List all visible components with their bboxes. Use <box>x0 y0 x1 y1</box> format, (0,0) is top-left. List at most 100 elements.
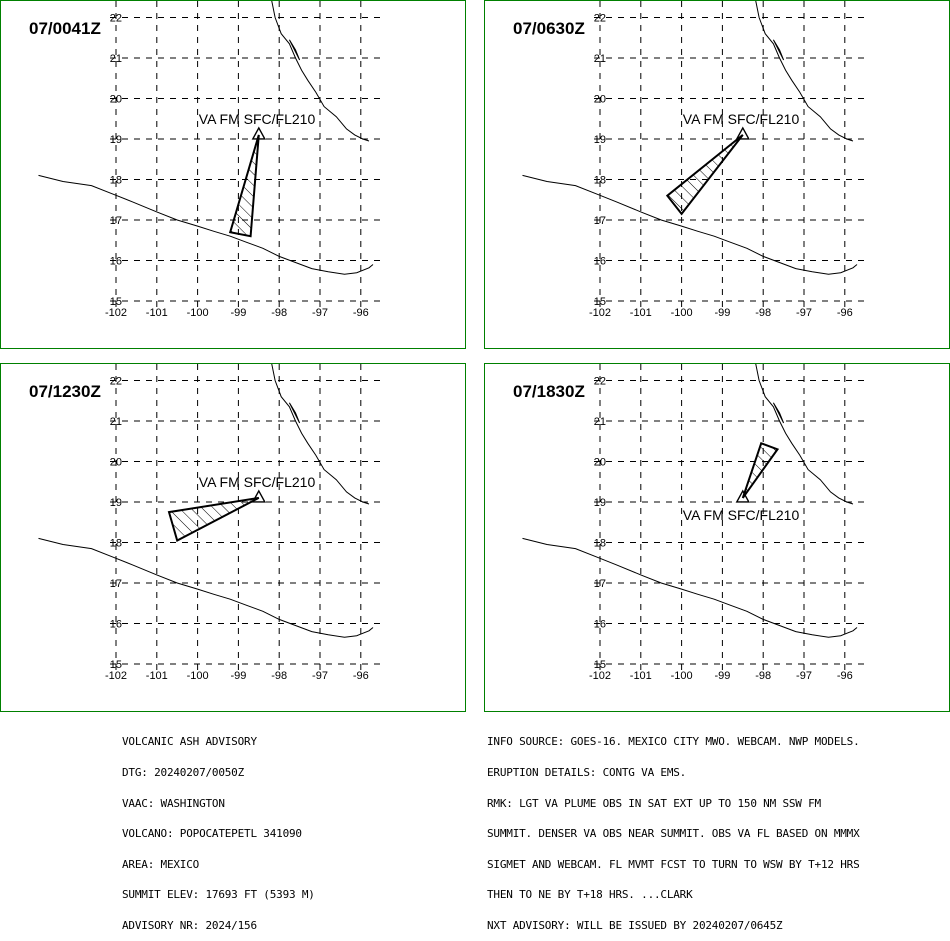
lon-tick-label: -100 <box>671 670 693 682</box>
advisory-line: SUMMIT ELEV: 17693 FT (5393 M) <box>122 888 315 902</box>
lon-tick-label: -99 <box>714 307 730 319</box>
advisory-line: VAAC: WASHINGTON <box>122 796 225 810</box>
map-panel-4: -102 -101 -100 -99 -98 -97 -96 15 16 17 18 19 20 21 22… <box>484 363 950 712</box>
graticule <box>594 1 870 311</box>
gulf-coastline <box>271 1 370 142</box>
lat-tick-label: 15 <box>594 296 606 308</box>
lat-tick-label: 21 <box>110 53 122 65</box>
ash-cloud-polygon <box>228 134 260 238</box>
lat-tick-label: 15 <box>110 659 122 671</box>
lat-tick-label: 19 <box>110 497 122 509</box>
advisory-line: ERUPTION DETAILS: CONTG VA EMS. <box>487 766 687 779</box>
lagoon-outline <box>288 39 301 61</box>
coastline <box>38 364 374 638</box>
lat-tick-label: 22 <box>594 376 606 388</box>
lon-tick-label: -100 <box>187 307 209 319</box>
panel-time-label: 07/1230Z <box>29 382 101 401</box>
lon-tick-label: -102 <box>105 670 127 682</box>
lon-tick-label: -99 <box>714 670 730 682</box>
va-level-label: VA FM SFC/FL210 <box>199 474 316 490</box>
coastline <box>38 1 374 275</box>
lon-tick-label: -102 <box>589 307 611 319</box>
lat-tick-label: 18 <box>110 175 122 187</box>
va-level-label: VA FM SFC/FL210 <box>683 111 800 127</box>
advisory-line: NXT ADVISORY: WILL BE ISSUED BY 20240207… <box>487 918 783 932</box>
lon-tick-label: -97 <box>796 307 812 319</box>
map-svg-3: -102 -101 -100 -99 -98 -97 -96 15 16 17 18 19 20 21 22… <box>38 364 386 682</box>
map-svg-1: -102 -101 -100 -99 -98 -97 -96 15 16 17 18 19 20 21 22… <box>38 1 386 319</box>
advisory-line: VOLCANO: POPOCATEPETL 341090 <box>122 827 302 841</box>
advisory-line: INFO SOURCE: GOES-16. MEXICO CITY MWO. W… <box>487 735 860 749</box>
advisory-line: SUMMIT. DENSER VA OBS NEAR SUMMIT. OBS V… <box>487 827 860 841</box>
va-level-label: VA FM SFC/FL210 <box>683 507 800 523</box>
gulf-coastline <box>271 364 370 505</box>
panel-time-label: 07/1830Z <box>513 382 585 401</box>
lat-tick-label: 22 <box>110 13 122 25</box>
lon-tick-label: -99 <box>230 670 246 682</box>
gulf-coastline <box>755 364 854 505</box>
lat-tick-label: 21 <box>594 53 606 65</box>
lon-tick-label: -98 <box>755 307 771 319</box>
lat-tick-label: 20 <box>594 94 606 106</box>
map-svg-4: -102 -101 -100 -99 -98 -97 -96 15 16 17 18 19 20 21 22… <box>522 364 870 682</box>
advisory-line: RMK: LGT VA PLUME OBS IN SAT EXT UP TO 1… <box>487 796 821 810</box>
pacific-coastline <box>38 174 374 275</box>
graticule <box>110 364 386 674</box>
lon-tick-label: -100 <box>187 670 209 682</box>
lon-tick-label: -101 <box>146 670 168 682</box>
map-svg-2: -102 -101 -100 -99 -98 -97 -96 15 16 17 18 19 20 21 22… <box>522 1 870 319</box>
lon-tick-label: -97 <box>312 670 328 682</box>
lon-tick-label: -96 <box>837 307 853 319</box>
lon-tick-label: -96 <box>837 670 853 682</box>
lon-tick-label: -98 <box>755 670 771 682</box>
advisory-line: ADVISORY NR: 2024/156 <box>122 918 257 932</box>
lat-tick-label: 15 <box>110 296 122 308</box>
coastline <box>522 364 858 638</box>
map-panel-2: -102 -101 -100 -99 -98 -97 -96 15 16 17 18 19 20 21 22… <box>484 0 950 349</box>
lon-tick-label: -102 <box>589 670 611 682</box>
lat-tick-label: 16 <box>110 619 122 631</box>
coastline <box>522 1 858 275</box>
map-panel-1: -102 -101 -100 -99 -98 -97 -96 15 16 17 18 19 20 21 22… <box>0 0 466 349</box>
lon-tick-label: -101 <box>630 307 652 319</box>
lat-tick-label: 18 <box>594 538 606 550</box>
lon-tick-label: -97 <box>312 307 328 319</box>
lagoon-outline <box>772 39 785 61</box>
lat-tick-label: 22 <box>594 13 606 25</box>
lat-tick-label: 21 <box>594 416 606 428</box>
ash-cloud-polygon <box>167 496 260 542</box>
triangle-icon <box>251 489 266 503</box>
lat-tick-label: 16 <box>594 256 606 268</box>
panel-time-label: 07/0630Z <box>513 19 585 38</box>
advisory-line: AREA: MEXICO <box>122 857 200 871</box>
pacific-coastline <box>522 537 858 638</box>
lon-tick-label: -101 <box>146 307 168 319</box>
lat-tick-label: 18 <box>594 175 606 187</box>
gulf-coastline <box>755 1 854 142</box>
lon-tick-label: -99 <box>230 307 246 319</box>
panel-time-label: 07/0041Z <box>29 19 101 38</box>
graticule <box>594 364 870 674</box>
advisory-header-block: VOLCANIC ASH ADVISORY DTG: 20240207/0050… <box>122 717 315 941</box>
map-panel-3: -102 -101 -100 -99 -98 -97 -96 15 16 17 18 19 20 21 22… <box>0 363 466 712</box>
lon-tick-label: -100 <box>671 307 693 319</box>
lat-tick-label: 19 <box>594 497 606 509</box>
lon-tick-label: -96 <box>353 307 369 319</box>
lon-tick-label: -97 <box>796 670 812 682</box>
lon-tick-label: -98 <box>271 307 287 319</box>
va-level-label: VA FM SFC/FL210 <box>199 111 316 127</box>
triangle-icon <box>251 126 266 140</box>
lat-tick-label: 19 <box>110 134 122 146</box>
lat-tick-label: 22 <box>110 376 122 388</box>
advisory-line: VOLCANIC ASH ADVISORY <box>122 735 257 749</box>
lat-tick-label: 17 <box>594 578 606 590</box>
lat-tick-label: 20 <box>110 457 122 469</box>
triangle-icon <box>735 126 750 140</box>
lat-tick-label: 21 <box>110 416 122 428</box>
ash-cloud-polygon <box>741 442 780 499</box>
lat-tick-label: 16 <box>594 619 606 631</box>
pacific-coastline <box>38 537 374 638</box>
lat-tick-label: 15 <box>594 659 606 671</box>
lon-tick-label: -98 <box>271 670 287 682</box>
lon-tick-label: -96 <box>353 670 369 682</box>
